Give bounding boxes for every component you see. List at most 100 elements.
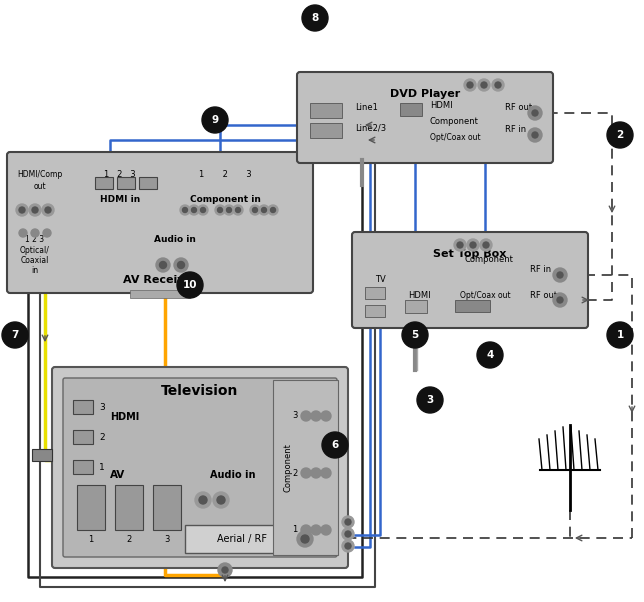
Circle shape	[45, 207, 51, 213]
Text: 3: 3	[426, 395, 433, 405]
Bar	[310, 103, 342, 118]
Text: 1       2       3: 1 2 3	[199, 170, 251, 179]
Circle shape	[218, 563, 232, 577]
Circle shape	[213, 492, 229, 508]
Text: Aerial / RF: Aerial / RF	[217, 534, 267, 544]
Text: RF in: RF in	[505, 125, 526, 134]
Text: 10: 10	[183, 280, 197, 290]
Text: RF in: RF in	[530, 265, 551, 275]
Circle shape	[342, 516, 354, 528]
Circle shape	[345, 543, 351, 549]
Circle shape	[297, 531, 313, 547]
Circle shape	[32, 207, 38, 213]
Circle shape	[495, 82, 501, 88]
Circle shape	[302, 5, 328, 31]
Circle shape	[182, 208, 187, 213]
Text: Audio in: Audio in	[210, 470, 256, 480]
Circle shape	[345, 519, 351, 525]
Text: 3: 3	[164, 535, 169, 544]
Text: RF out: RF out	[505, 104, 532, 113]
Circle shape	[311, 411, 321, 421]
Circle shape	[195, 492, 211, 508]
Text: 5: 5	[412, 330, 419, 340]
Circle shape	[345, 531, 351, 537]
Circle shape	[227, 208, 231, 213]
Text: 2: 2	[292, 468, 298, 477]
Bar	[365, 305, 385, 317]
Text: AV Receiver: AV Receiver	[123, 275, 197, 285]
Circle shape	[16, 204, 28, 216]
Circle shape	[191, 208, 196, 213]
Circle shape	[311, 525, 321, 535]
Text: out: out	[33, 182, 46, 191]
Text: Television: Television	[161, 384, 239, 398]
Circle shape	[607, 322, 633, 348]
Circle shape	[417, 387, 443, 413]
Text: 1 2 3: 1 2 3	[25, 235, 44, 244]
Circle shape	[532, 132, 538, 138]
Circle shape	[342, 528, 354, 540]
Circle shape	[483, 242, 489, 248]
Circle shape	[270, 208, 276, 213]
Circle shape	[607, 122, 633, 148]
FancyBboxPatch shape	[52, 367, 348, 568]
Bar	[95, 177, 113, 189]
Circle shape	[454, 239, 466, 251]
Circle shape	[202, 107, 228, 133]
Circle shape	[321, 411, 331, 421]
Circle shape	[301, 411, 311, 421]
Text: Audio in: Audio in	[154, 235, 196, 244]
Bar	[117, 177, 135, 189]
Circle shape	[321, 468, 331, 478]
Circle shape	[301, 525, 311, 535]
Circle shape	[477, 342, 503, 368]
Text: AV: AV	[110, 470, 125, 480]
Circle shape	[480, 239, 492, 251]
Text: HDMI: HDMI	[110, 412, 139, 422]
Text: Line1: Line1	[355, 104, 378, 113]
Circle shape	[189, 205, 199, 215]
Bar	[77, 485, 105, 530]
Circle shape	[481, 82, 487, 88]
Circle shape	[478, 79, 490, 91]
Circle shape	[156, 258, 170, 272]
Text: 1: 1	[616, 330, 623, 340]
Text: HDMI: HDMI	[408, 291, 431, 300]
Circle shape	[553, 268, 567, 282]
Text: Line2/3: Line2/3	[355, 123, 386, 132]
Circle shape	[268, 205, 278, 215]
Circle shape	[553, 293, 567, 307]
Text: 3: 3	[99, 403, 105, 412]
Text: 6: 6	[332, 440, 339, 450]
Circle shape	[224, 205, 234, 215]
Circle shape	[301, 468, 311, 478]
Circle shape	[464, 79, 476, 91]
Text: Component: Component	[283, 443, 292, 492]
Bar	[185, 525, 300, 553]
Circle shape	[42, 204, 54, 216]
Text: 7: 7	[12, 330, 19, 340]
Text: 1: 1	[292, 526, 298, 535]
Circle shape	[174, 258, 188, 272]
Text: HDMI/Comp: HDMI/Comp	[17, 170, 62, 179]
Bar	[455, 300, 490, 312]
Circle shape	[29, 204, 41, 216]
Circle shape	[19, 229, 27, 237]
Text: 1   2   3: 1 2 3	[104, 170, 136, 179]
FancyBboxPatch shape	[7, 152, 313, 293]
Circle shape	[259, 205, 269, 215]
Circle shape	[178, 261, 184, 268]
Bar	[365, 287, 385, 299]
Text: 8: 8	[312, 13, 319, 23]
Circle shape	[250, 205, 260, 215]
Circle shape	[215, 205, 225, 215]
Bar	[73, 460, 93, 474]
Bar	[73, 400, 93, 414]
Bar	[73, 430, 93, 444]
Bar	[273, 380, 338, 555]
Circle shape	[199, 496, 207, 504]
Circle shape	[217, 496, 225, 504]
Circle shape	[528, 106, 542, 120]
Text: Opt/Coax out: Opt/Coax out	[460, 291, 511, 300]
Circle shape	[321, 525, 331, 535]
